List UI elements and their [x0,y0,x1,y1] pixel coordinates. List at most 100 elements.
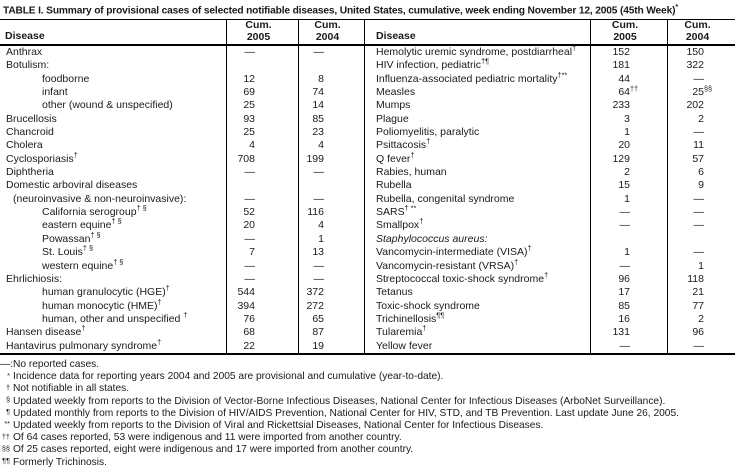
footnote: † Not notifiable in all states. [0,383,735,395]
footnote-marker: † § [113,257,124,266]
cum-2004-value: — [667,219,735,233]
footnote-marker: † [426,136,431,146]
cum-2004-value: 4 [298,139,364,153]
column-header-cum-2004: Cum. 2004 [667,19,735,46]
cum-2005-value: 85 [590,299,667,313]
cum-2004-value: 2 [667,312,735,327]
cum-label: Cum. [684,19,711,31]
cum-2004-value: 13 [298,246,364,260]
cum-2005-value: 76 [226,312,298,327]
cum-2005-value: — [590,206,667,220]
footnote-text: Updated weekly from reports to the Divis… [13,419,544,431]
cum-2004-value: — [298,192,364,207]
cum-2004-value: 1 [298,232,364,247]
cum-2005-value: 1 [590,246,667,260]
footnote-marker: † [81,323,86,333]
disease-label: Ehrlichiosis: [6,272,63,285]
disease-label: Rubella [364,179,590,193]
disease-label: Streptococcal toxic-shock syndrome† [364,271,590,287]
cum-2004-value: — [298,272,364,287]
cum-2004-value: — [667,246,735,260]
disease-label: Rabies, human [364,166,590,180]
cum-2005-value: 68 [226,326,298,340]
cum-2005-value: 3 [590,112,667,127]
disease-label: Botulism: [6,59,50,72]
disease-label: Anthrax [6,46,43,58]
cum-2004-value: 199 [298,152,364,167]
cum-2004-value: 2 [667,112,735,127]
cum-2005-value: 52 [226,206,298,220]
disease-label: infant [42,86,68,99]
cum-2005-value: 152 [590,46,667,60]
footnote-text: Updated monthly from reports to the Divi… [13,407,679,419]
footnote-marker: † [5,382,10,392]
footnote-marker: ** [4,419,10,429]
cum-2004-value: 272 [298,299,364,313]
cum-2004-value: 116 [298,206,364,220]
cum-2004-value: — [667,192,735,207]
disease-label: Poliomyelitis, paralytic [364,126,590,140]
disease-label: HIV infection, pediatric†¶ [364,58,590,73]
footnote: ¶¶ Formerly Trichinosis. [0,456,735,469]
cum-label: Cum. [245,19,272,31]
disease-label: California serogroup† § [42,203,147,219]
disease-label: Trichinellosis¶¶ [364,311,590,327]
disease-label: human granulocytic (HGE)† [42,283,170,299]
cum-2005-value: 1 [590,192,667,207]
disease-label: Hantavirus pulmonary syndrome† [6,337,162,352]
footnote-marker: †† [1,431,10,441]
disease-label: Influenza-associated pediatric mortality… [364,71,590,87]
cum-2005-value: 544 [226,286,298,300]
disease-label: Tetanus [364,286,590,300]
footnote-marker: ¶ [6,407,10,417]
footnote-marker: ¶¶ [2,456,10,466]
cum-2005-value: — [226,232,298,247]
column-header-cum-2005: Cum. 2005 [590,19,667,46]
cum-2004-value: 19 [298,339,364,353]
disease-label: western equine† § [42,257,124,272]
cum-2005-value: 181 [590,59,667,73]
disease-label: Powassan† § [42,230,101,245]
cum-2004-value: — [667,72,735,87]
disease-label: Diphtheria [6,166,54,179]
cum-2005-value: 2 [590,166,667,180]
footnote-marker: † [572,43,577,53]
year-2004-label: 2004 [315,30,340,43]
footnote: § Updated weekly from reports to the Divi… [0,395,735,408]
footnote: †† Of 64 cases reported, 53 were indigeno… [0,432,735,444]
cum-2004-value: — [298,46,364,60]
cum-2004-value: 21 [667,286,735,300]
footnote: —: No reported cases. [0,359,735,371]
footnote: * Incidence data for reporting years 2004… [0,371,735,383]
cum-2005-value: 129 [590,152,667,167]
cum-2005-value: 16 [590,312,667,327]
cum-2004-value: — [667,339,735,353]
disease-label: Q fever† [364,151,590,167]
disease-label: Toxic-shock syndrome [364,299,590,313]
cum-2005-value: 22 [226,339,298,353]
disease-label: Staphylococcus aureus: [364,232,590,247]
disease-label: Measles [364,86,590,100]
cum-2004-value: 372 [298,286,364,300]
footnote-marker: §§ [1,443,10,453]
disease-label: Vancomycin-intermediate (VISA)† [364,243,590,260]
footnote: ¶ Updated monthly from reports to the Div… [0,407,735,420]
cum-2005-value: 25 [226,99,298,113]
column-header-disease: Disease [0,20,226,46]
footnote-marker: † [527,243,532,253]
cum-2005-value: 69 [226,86,298,100]
cum-2005-value: 131 [590,326,667,340]
cum-2005-value: — [590,219,667,233]
footnote-text: Updated weekly from reports to the Divis… [13,395,666,407]
disease-label: Psittacosis† [364,136,590,153]
disease-label: St. Louis† § [42,243,94,259]
footnote-marker: † [73,150,78,160]
cum-2005-value: 4 [226,139,298,153]
disease-label: human, other and unspecified † [42,310,188,325]
cum-2004-value: 25§§ [667,84,735,100]
footnote-marker: † § [111,216,122,226]
footnote-text: Incidence data for reporting years 2004 … [13,371,444,383]
disease-label: Brucellosis [6,112,57,125]
cum-2004-value: 118 [667,272,735,287]
cum-2004-value: 322 [667,59,735,73]
